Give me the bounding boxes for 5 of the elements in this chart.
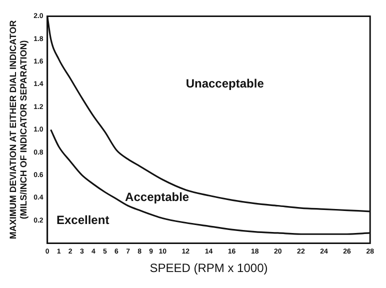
annotation: Acceptable <box>125 190 190 204</box>
y-axis-title: MAXIMUM DEVIATION AT EITHER DIAL INDICATOR (MILS/INCH OF INDICATOR SEPARATION) <box>8 20 29 240</box>
x-axis-title: SPEED (RPM x 1000) <box>150 261 268 276</box>
annotation: Unacceptable <box>186 76 264 91</box>
annotation: Excellent <box>56 212 110 227</box>
